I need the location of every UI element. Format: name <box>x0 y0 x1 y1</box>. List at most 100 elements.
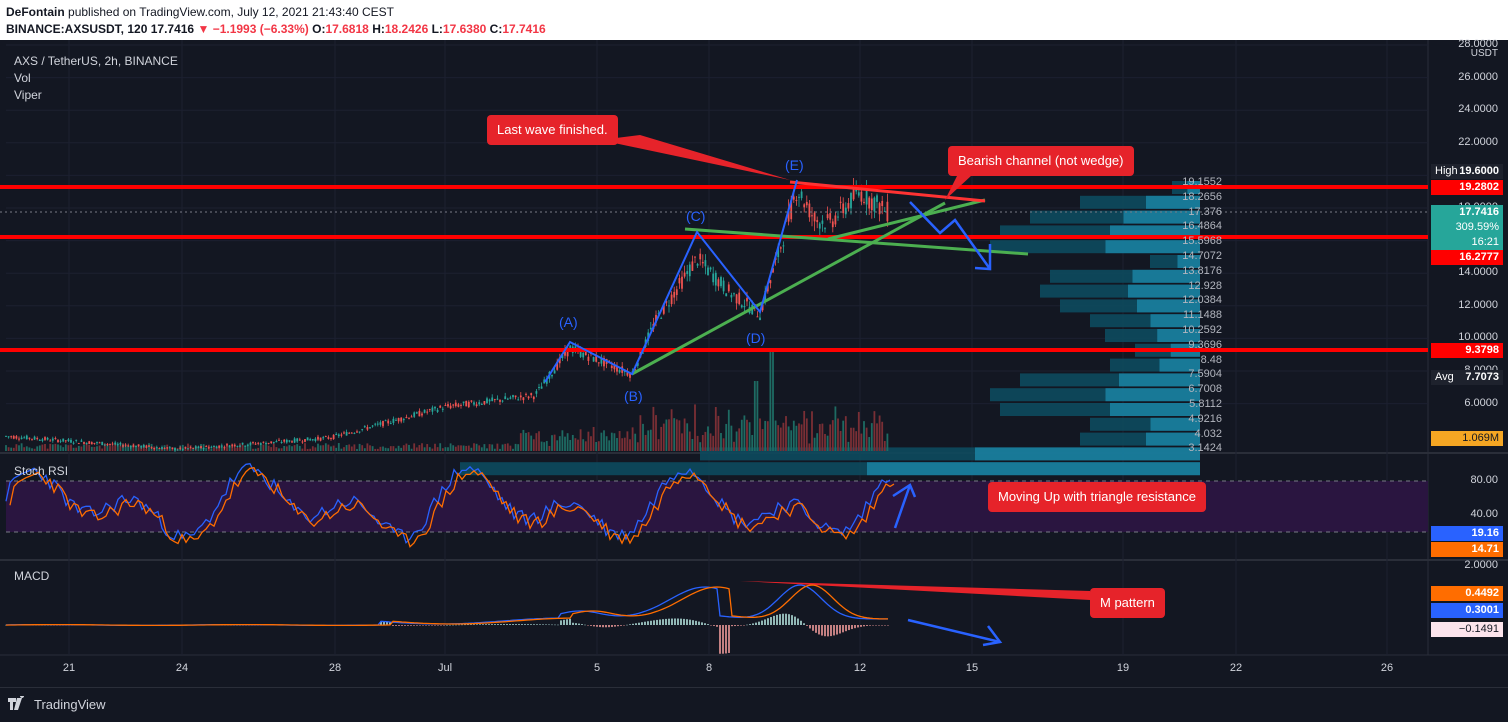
volume-bar <box>652 406 655 451</box>
volume-profile-bar-up <box>1123 210 1200 224</box>
volume-bar <box>384 447 387 451</box>
channel-upper-line <box>789 180 986 203</box>
candle-body <box>395 419 397 421</box>
volume-bar <box>397 445 400 451</box>
macd-histogram-bar <box>401 625 403 626</box>
volume-bar <box>746 419 748 451</box>
stoch-k-tag: 19.16 <box>1431 526 1503 541</box>
candle-body <box>213 446 215 448</box>
candle-body <box>886 201 889 222</box>
volume-bar <box>772 351 774 451</box>
macd-histogram-bar <box>434 625 436 626</box>
candle-body <box>376 423 379 425</box>
volume-bar <box>80 446 83 451</box>
candle-body <box>691 261 694 271</box>
macd-histogram-bar <box>659 619 661 625</box>
macd-histogram-bar <box>686 619 688 625</box>
volume-bar <box>54 443 57 451</box>
candle-body <box>23 437 26 439</box>
candle-body <box>881 200 884 207</box>
volume-bar <box>158 448 161 451</box>
volume-profile-label: 16.4864 <box>1182 220 1222 233</box>
volume-bar <box>449 443 452 451</box>
volume-bar <box>603 430 605 451</box>
candle-body <box>36 438 39 440</box>
macd-histogram-bar <box>650 620 652 625</box>
volume-profile-label: 15.5968 <box>1182 235 1222 248</box>
volume-bar <box>343 447 345 451</box>
candle-body <box>210 446 213 448</box>
volume-bar <box>270 447 273 451</box>
volume-bar <box>145 448 148 451</box>
candle-body <box>488 399 491 402</box>
macd-histogram-bar <box>647 621 649 625</box>
price-tick: 12.0000 <box>1458 298 1498 311</box>
candle-body <box>98 442 101 444</box>
macd-histogram-bar <box>758 621 760 625</box>
volume-bar <box>478 445 481 451</box>
vol-legend[interactable]: Vol <box>14 71 31 85</box>
volume-bar <box>116 443 119 451</box>
candle-body <box>798 196 800 198</box>
macd-title[interactable]: MACD <box>14 569 50 583</box>
macd-histogram-bar <box>668 618 670 625</box>
wave-label-e: (E) <box>785 157 804 173</box>
candle-body <box>28 437 31 439</box>
macd-histogram-bar <box>626 624 628 626</box>
candle-body <box>629 373 631 378</box>
candle-body <box>863 201 865 203</box>
candle-body <box>122 445 124 447</box>
macd-histogram-bar <box>416 625 418 626</box>
volume-bar <box>865 427 868 451</box>
volume-bar <box>683 418 686 451</box>
viper-legend[interactable]: Viper <box>14 88 42 102</box>
candle-body <box>129 446 132 448</box>
volume-bar <box>777 425 780 451</box>
candle-body <box>447 404 449 407</box>
macd-histogram-bar <box>407 625 409 626</box>
candle-body <box>114 442 117 445</box>
volume-bar <box>283 445 286 451</box>
candle-body <box>275 441 278 443</box>
volume-bar <box>309 448 312 451</box>
stoch-up-arrow <box>893 484 912 529</box>
candle-body <box>145 445 148 448</box>
volume-bar <box>629 439 631 451</box>
symbol-legend[interactable]: AXS / TetherUS, 2h, BINANCE <box>14 54 178 68</box>
volume-bar <box>59 445 62 451</box>
macd-histogram-bar <box>497 624 499 625</box>
candle-body <box>795 200 798 202</box>
candle-body <box>85 442 88 445</box>
volume-bar <box>441 448 444 451</box>
chart-frame[interactable]: AXS / TetherUS, 2h, BINANCE Vol Viper St… <box>0 38 1508 687</box>
macd-histogram-bar <box>410 625 412 626</box>
chart-canvas[interactable] <box>0 40 1508 687</box>
volume-bar <box>304 443 306 451</box>
volume-bar <box>626 431 629 451</box>
macd-histogram-bar <box>830 625 832 637</box>
volume-profile-label: 4.9216 <box>1188 412 1222 425</box>
macd-histogram-bar <box>629 624 631 625</box>
volume-bar <box>792 420 795 451</box>
candle-body <box>831 221 834 228</box>
volume-bar <box>462 445 465 451</box>
candle-body <box>465 400 468 407</box>
candle-body <box>441 408 444 410</box>
candle-body <box>44 437 46 440</box>
stoch-title[interactable]: Stoch RSI <box>14 464 69 478</box>
candle-body <box>595 356 598 362</box>
volume-bar <box>532 439 535 451</box>
candle-body <box>369 427 371 429</box>
candle-body <box>865 187 868 205</box>
macd-histogram-bar <box>569 618 571 625</box>
candle-body <box>506 398 509 400</box>
tradingview-brand[interactable]: TradingView <box>34 697 106 712</box>
volume-bar <box>548 445 551 451</box>
macd-histogram-bar <box>614 625 616 627</box>
publisher-name[interactable]: DeFontain <box>6 5 65 19</box>
macd-histogram-bar <box>722 625 724 654</box>
volume-bar <box>571 434 574 451</box>
candle-body <box>811 215 813 217</box>
candle-body <box>616 365 618 372</box>
volume-bar <box>140 447 143 451</box>
